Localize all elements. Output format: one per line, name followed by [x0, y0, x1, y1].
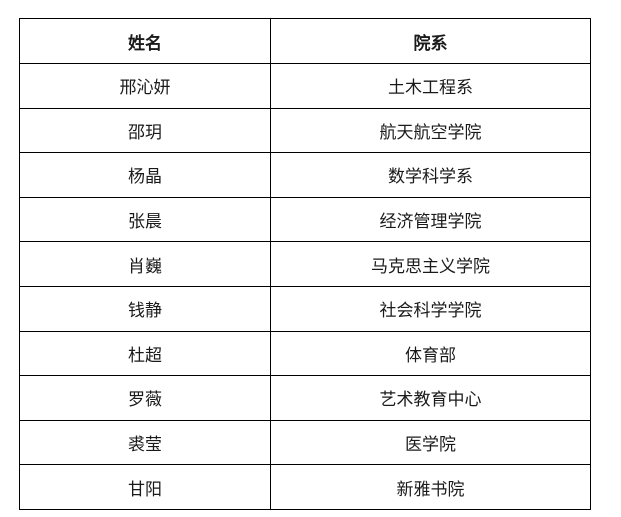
name-cell: 裘莹: [19, 419, 271, 466]
table-row: 钱静 社会科学学院: [19, 285, 591, 332]
name-cell: 张晨: [19, 196, 271, 243]
table-row: 张晨 经济管理学院: [19, 196, 591, 243]
dept-cell: 经济管理学院: [270, 196, 591, 243]
dept-cell: 航天航空学院: [270, 107, 591, 154]
table-row: 肖巍 马克思主义学院: [19, 241, 591, 287]
table-row: 邵玥 航天航空学院: [19, 107, 591, 154]
header-row: 姓名 院系: [19, 18, 591, 64]
document-table-container: 姓名 院系 邢沁妍 土木工程系 邵玥 航天航空学院 杨晶 数学科学系 张晨 经济管理学院 肖巍马…: [19, 18, 591, 510]
table-row: 罗薇 艺术教育中心: [19, 375, 591, 421]
name-cell: 肖巍: [19, 241, 271, 287]
table-row: 杜超 体育部: [19, 330, 591, 377]
name-cell: 罗薇: [19, 375, 271, 421]
dept-cell: 土木工程系: [270, 63, 591, 109]
table-row: 杨晶 数学科学系: [19, 152, 591, 198]
name-cell: 邢沁妍: [19, 63, 271, 109]
dept-cell: 数学科学系: [270, 152, 591, 198]
dept-cell: 体育部: [270, 330, 591, 377]
table-row: 邢沁妍 土木工程系: [19, 63, 591, 109]
dept-cell: 艺术教育中心: [270, 375, 591, 421]
roster-table: 姓名 院系 邢沁妍 土木工程系 邵玥 航天航空学院 杨晶 数学科学系 张晨 经济管理学院 肖巍马…: [19, 18, 591, 510]
name-cell: 杜超: [19, 330, 271, 377]
name-cell: 邵玥: [19, 107, 271, 154]
column-header-dept: 院系: [270, 18, 591, 64]
dept-cell: 马克思主义学院: [270, 241, 591, 287]
table-row: 甘阳 新雅书院: [19, 464, 591, 510]
name-cell: 钱静: [19, 285, 271, 332]
dept-cell: 社会科学学院: [270, 285, 591, 332]
dept-cell: 医学院: [270, 419, 591, 466]
dept-cell: 新雅书院: [270, 464, 591, 510]
name-cell: 杨晶: [19, 152, 271, 198]
column-header-name: 姓名: [19, 18, 271, 64]
table-body: 邢沁妍 土木工程系 邵玥 航天航空学院 杨晶 数学科学系 张晨 经济管理学院 肖巍 马克思主义学院…: [19, 63, 591, 510]
table-row: 裘莹 医学院: [19, 419, 591, 466]
name-cell: 甘阳: [19, 464, 271, 510]
